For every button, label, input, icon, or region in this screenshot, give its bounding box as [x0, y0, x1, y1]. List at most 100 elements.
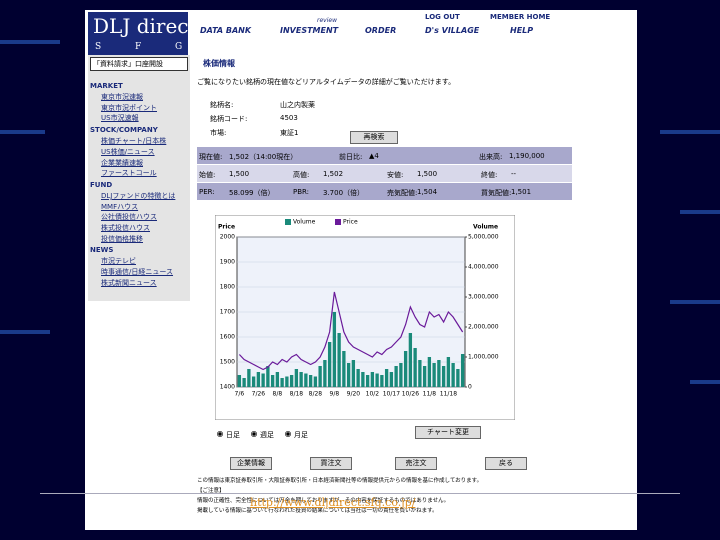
period-radio[interactable]: 月足	[285, 430, 308, 440]
action-button[interactable]: 企業情報	[230, 457, 272, 470]
nav-link[interactable]: HELP	[510, 26, 534, 35]
sidebar-heading: FUND	[90, 180, 113, 189]
volume-bar	[380, 375, 384, 387]
quote-label: 出来高:	[479, 153, 503, 161]
y-tick-label: 1800	[220, 284, 235, 291]
sidebar-link[interactable]: MMFハウス	[101, 202, 139, 211]
x-tick-label: 10/26	[402, 391, 419, 398]
y2-tick-label: 3,000,000	[468, 294, 499, 301]
sidebar-link[interactable]: 企業業績速報	[101, 158, 143, 167]
top-link[interactable]: LOG OUT	[425, 13, 460, 21]
sidebar-link[interactable]: DLJファンドの特徴とは	[101, 191, 176, 200]
volume-bar	[270, 375, 275, 387]
field-value: 山之内製薬	[280, 101, 315, 109]
sidebar-link[interactable]: 株価チャート/日本株	[101, 137, 167, 146]
volume-bar	[413, 348, 417, 387]
x-tick-label: 8/8	[273, 391, 283, 398]
volume-bar	[361, 372, 365, 387]
y2-tick-label: 2,000,000	[468, 324, 499, 331]
volume-bar	[289, 375, 294, 387]
quote-label: 安値:	[387, 171, 404, 179]
y-tick-label: 1500	[220, 359, 235, 366]
volume-bar	[294, 369, 299, 387]
y-tick-label: 1900	[220, 259, 235, 266]
sidebar-link[interactable]: 東京市況速報	[101, 93, 143, 101]
volume-bar	[285, 376, 289, 387]
footer-note: この情報は東京証券取引所・大阪証券取引所・日本経済新聞社等の情報提供元からの情報…	[197, 478, 483, 484]
volume-bar	[308, 375, 313, 387]
action-button[interactable]: 戻る	[485, 457, 527, 470]
volume-bar	[313, 376, 318, 387]
nav-note: review	[317, 17, 337, 24]
sidebar-link[interactable]: US株価/ニュース	[101, 147, 155, 156]
sidebar-link[interactable]: 株式投信ハウス	[101, 224, 150, 232]
y2-tick-label: 4,000,000	[468, 264, 499, 271]
field-value: 4503	[280, 114, 298, 122]
quote-row	[197, 165, 572, 182]
stripe	[680, 210, 720, 214]
quote-value: 1,500	[229, 170, 250, 178]
x-tick-label: 9/8	[330, 391, 340, 398]
action-button[interactable]: 売注文	[395, 457, 437, 470]
nav-link[interactable]: ORDER	[365, 26, 397, 35]
volume-bar	[337, 333, 341, 387]
quote-value: 58.099（倍）	[229, 189, 275, 197]
sidebar-link[interactable]: 市況テレビ	[101, 257, 136, 266]
banner-box	[90, 57, 188, 71]
volume-bar	[394, 366, 398, 387]
volume-bar	[275, 372, 280, 387]
quote-value: 1,502（14:00現在）	[229, 153, 298, 161]
action-button[interactable]: 買注文	[310, 457, 352, 470]
nav-link[interactable]: INVESTMENT	[280, 26, 339, 35]
quote-value: 1,500	[417, 170, 438, 178]
sidebar	[88, 55, 190, 301]
nav-link[interactable]: DATA BANK	[200, 26, 252, 35]
sidebar-link[interactable]: 東京市況ポイント	[101, 103, 157, 112]
top-link[interactable]: MEMBER HOME	[490, 13, 551, 21]
sidebar-link[interactable]: ファーストコール	[101, 169, 157, 178]
volume-bar	[456, 369, 460, 387]
chart-button[interactable]: チャート変更	[415, 426, 481, 439]
x-tick-label: 11/18	[440, 391, 457, 398]
y2-tick-label: 1,000,000	[468, 354, 499, 361]
volume-bar	[441, 366, 446, 387]
sidebar-link[interactable]: 投信価格推移	[101, 234, 143, 243]
sidebar-heading: STOCK/COMPANY	[90, 126, 158, 135]
volume-bar	[247, 369, 251, 387]
period-radio[interactable]: 日足	[217, 430, 240, 440]
nav-link[interactable]: D's VILLAGE	[425, 26, 480, 35]
legend-label: Volume	[293, 219, 316, 226]
quote-label: PBR:	[293, 188, 310, 196]
quote-value: 1,501	[511, 188, 532, 196]
footer-note: 【ご注意】	[197, 488, 225, 494]
quote-value: 1,190,000	[509, 152, 545, 160]
sidebar-link[interactable]: US市況速報	[101, 114, 139, 123]
y-axis-title: Price	[218, 224, 235, 231]
price-line	[238, 291, 464, 371]
lookup-button[interactable]: 再検索	[350, 131, 398, 144]
sidebar-link[interactable]: 株式新聞ニュース	[101, 278, 157, 287]
logo-sub: G	[175, 42, 183, 52]
volume-bar	[342, 351, 346, 387]
volume-bar	[408, 333, 413, 387]
field-label: 市場:	[210, 129, 227, 137]
volume-bar	[389, 372, 394, 387]
volume-bar	[346, 363, 351, 387]
quote-value: ▲4	[369, 152, 379, 160]
x-tick-label: 8/28	[309, 391, 323, 398]
quote-label: 買気配値:	[481, 189, 512, 197]
sidebar-link[interactable]: 公社債投信ハウス	[101, 213, 157, 222]
volume-bar	[356, 369, 360, 387]
y-tick-label: 2000	[220, 234, 235, 241]
volume-bar	[365, 375, 370, 387]
sidebar-link[interactable]: 時事通信/日経ニュース	[101, 268, 174, 277]
volume-bar	[375, 373, 379, 387]
period-radio[interactable]: 週足	[251, 430, 274, 440]
y2-axis-title: Volume	[473, 224, 498, 231]
x-tick-label: 7/26	[252, 391, 266, 398]
volume-bar	[460, 354, 465, 387]
y-tick-label: 1700	[220, 309, 235, 316]
volume-bar	[446, 357, 451, 387]
divider	[40, 493, 680, 494]
